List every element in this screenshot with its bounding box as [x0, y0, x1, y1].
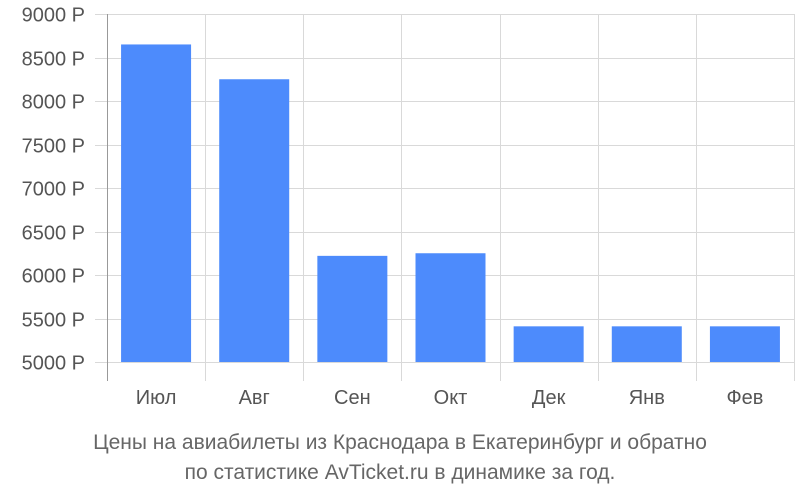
bar	[611, 326, 682, 362]
caption-line-1: Цены на авиабилеты из Краснодара в Екате…	[93, 431, 707, 454]
y-tick-label: 8000 Р	[22, 92, 85, 114]
y-tick-label: 5500 Р	[22, 310, 85, 332]
bars	[121, 44, 780, 362]
y-tick-label: 7500 Р	[22, 136, 85, 158]
x-tick-label: Окт	[434, 387, 468, 409]
bar	[709, 326, 780, 362]
y-tick-label: 5000 Р	[22, 353, 85, 375]
x-tick-label: Янв	[629, 387, 665, 409]
y-tick-label: 8500 Р	[22, 49, 85, 71]
bar	[121, 44, 192, 362]
bar	[415, 253, 486, 362]
labels: 5000 Р 5500 Р 6000 Р 6500 Р 7000 Р 7500 Р 8000…	[22, 5, 764, 410]
x-tick-label: Сен	[334, 387, 371, 409]
x-tick-label: Авг	[239, 387, 270, 409]
chart-caption: Цены на авиабилеты из Краснодара в Екате…	[0, 428, 800, 488]
y-tick-label: 6000 Р	[22, 266, 85, 288]
x-tick-label: Фев	[726, 387, 763, 409]
grid	[95, 14, 795, 381]
x-tick-label: Июл	[136, 387, 177, 409]
bar	[317, 255, 388, 362]
x-tick-label: Дек	[532, 387, 566, 409]
y-tick-label: 9000 Р	[22, 5, 85, 27]
bar-chart: 5000 Р 5500 Р 6000 Р 6500 Р 7000 Р 7500 Р 8000…	[22, 5, 795, 410]
caption-line-2: по статистике AvTicket.ru в динамике за …	[184, 461, 616, 484]
y-tick-label: 7000 Р	[22, 179, 85, 201]
y-tick-label: 6500 Р	[22, 223, 85, 245]
bar	[513, 326, 584, 362]
bar	[219, 79, 290, 362]
